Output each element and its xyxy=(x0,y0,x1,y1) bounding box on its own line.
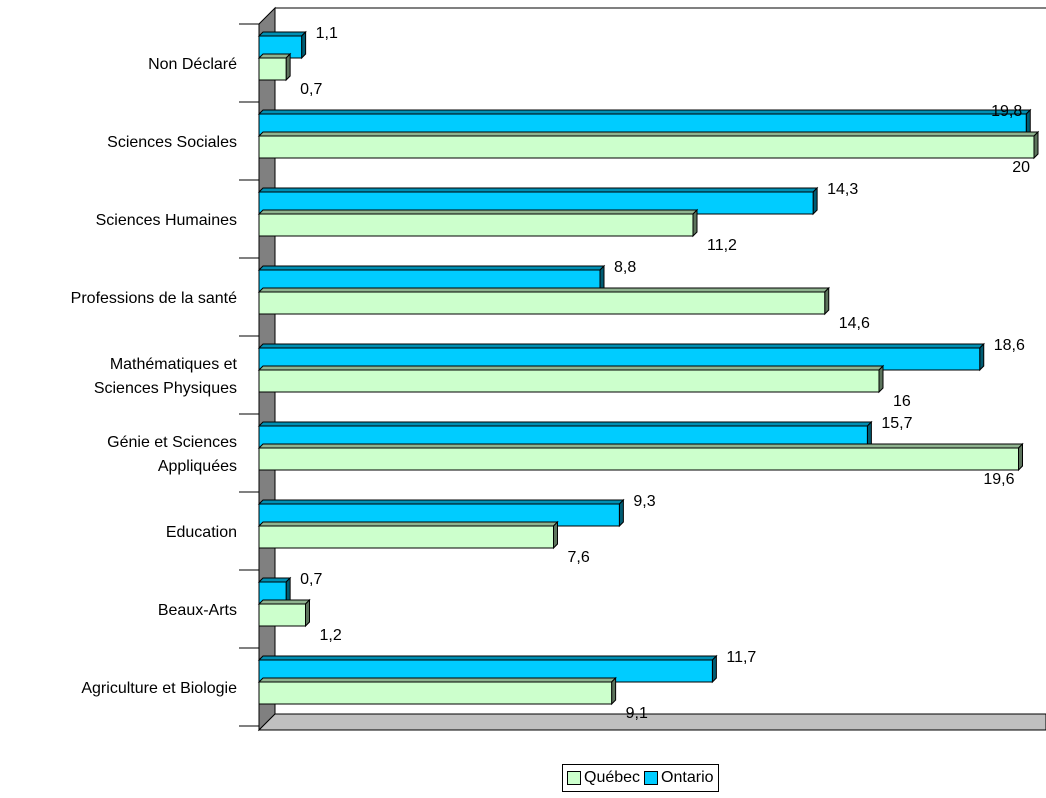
bar-side-quebec-professions-de-la-sante xyxy=(824,286,830,316)
bar-side-quebec-genie-et-sciences-appliquees xyxy=(1018,442,1023,472)
bar-side-quebec-mathematiques-et-sciences-physiques xyxy=(878,364,884,394)
data-label-quebec-mathematiques-et-sciences-physiques: 16 xyxy=(893,393,911,410)
bar-top-quebec-sciences-sociales xyxy=(257,131,1040,137)
bar-top-quebec-education xyxy=(257,521,559,527)
bar-side-quebec-non-declare xyxy=(285,52,291,82)
legend-swatch-ontario xyxy=(644,771,659,785)
bar-side-ontario-non-declare xyxy=(301,30,307,60)
chart-floor xyxy=(257,713,1046,731)
data-label-ontario-professions-de-la-sante: 8,8 xyxy=(614,259,636,276)
data-label-ontario-mathematiques-et-sciences-physiques: 18,6 xyxy=(994,337,1025,354)
bar-quebec-beaux-arts xyxy=(258,603,306,627)
category-label-genie-et-sciences-appliquees: Génie et Sciences Appliquées xyxy=(107,434,237,475)
bar-top-quebec-non-declare xyxy=(257,53,292,59)
bar-quebec-education xyxy=(258,525,554,549)
data-label-quebec-professions-de-la-sante: 14,6 xyxy=(839,315,870,332)
bar-top-ontario-education xyxy=(257,499,625,505)
data-label-ontario-non-declare: 1,1 xyxy=(316,25,338,42)
data-label-ontario-education: 9,3 xyxy=(633,493,655,510)
category-label-education: Education xyxy=(166,524,237,541)
data-label-ontario-beaux-arts: 0,7 xyxy=(300,571,322,588)
bar-top-ontario-genie-et-sciences-appliquees xyxy=(257,421,873,427)
bar-top-ontario-agriculture-et-biologie xyxy=(257,655,718,661)
category-label-beaux-arts: Beaux-Arts xyxy=(158,602,237,619)
legend-swatch-quebec xyxy=(567,771,581,785)
legend: Québec Ontario xyxy=(562,764,719,792)
bar-side-quebec-sciences-sociales xyxy=(1033,130,1039,160)
bar-top-quebec-beaux-arts xyxy=(257,599,311,605)
bar-side-ontario-mathematiques-et-sciences-physiques xyxy=(979,342,985,372)
bar-side-ontario-sciences-humaines xyxy=(812,186,818,216)
bar-quebec-sciences-humaines xyxy=(258,213,694,237)
bar-top-quebec-agriculture-et-biologie xyxy=(257,677,617,683)
bar-quebec-genie-et-sciences-appliquees xyxy=(258,447,1019,471)
data-label-quebec-education: 7,6 xyxy=(568,549,590,566)
bar-top-ontario-professions-de-la-sante xyxy=(257,265,606,271)
bar-side-quebec-agriculture-et-biologie xyxy=(611,676,617,706)
data-label-quebec-non-declare: 0,7 xyxy=(300,81,322,98)
bar-top-ontario-mathematiques-et-sciences-physiques xyxy=(257,343,985,349)
data-label-ontario-genie-et-sciences-appliquees: 15,7 xyxy=(881,415,912,432)
legend-label-ontario: Ontario xyxy=(661,769,714,786)
bar-side-quebec-sciences-humaines xyxy=(692,208,698,238)
category-label-sciences-humaines: Sciences Humaines xyxy=(96,212,237,229)
bar-top-ontario-non-declare xyxy=(257,31,307,37)
data-label-ontario-sciences-humaines: 14,3 xyxy=(827,181,858,198)
bar-quebec-professions-de-la-sante xyxy=(258,291,826,315)
data-label-ontario-agriculture-et-biologie: 11,7 xyxy=(726,649,756,666)
data-label-ontario-sciences-sociales: 19,8 xyxy=(991,103,1022,120)
bar-top-ontario-sciences-humaines xyxy=(257,187,819,193)
bar-side-ontario-agriculture-et-biologie xyxy=(711,654,717,684)
data-label-quebec-agriculture-et-biologie: 9,1 xyxy=(626,705,648,722)
legend-item-ontario: Ontario xyxy=(644,769,714,787)
bar-top-ontario-beaux-arts xyxy=(257,577,292,583)
data-label-quebec-genie-et-sciences-appliquees: 19,6 xyxy=(983,471,1014,488)
bar-quebec-agriculture-et-biologie xyxy=(258,681,613,705)
legend-item-quebec: Québec xyxy=(567,769,640,787)
category-label-sciences-sociales: Sciences Sociales xyxy=(107,134,237,151)
category-label-non-declare: Non Déclaré xyxy=(148,56,237,73)
data-label-quebec-beaux-arts: 1,2 xyxy=(320,627,342,644)
bar-side-quebec-beaux-arts xyxy=(305,598,310,628)
bar-quebec-non-declare xyxy=(258,57,287,81)
bar-quebec-sciences-sociales xyxy=(258,135,1035,159)
bar-side-ontario-education xyxy=(618,498,624,528)
bar-quebec-mathematiques-et-sciences-physiques xyxy=(258,369,880,393)
data-label-quebec-sciences-sociales: 20 xyxy=(1012,159,1030,176)
bar-side-quebec-education xyxy=(553,520,558,550)
bar-top-ontario-sciences-sociales xyxy=(257,109,1032,115)
category-label-mathematiques-et-sciences-physiques: Mathématiques et Sciences Physiques xyxy=(94,356,238,397)
data-label-quebec-sciences-humaines: 11,2 xyxy=(707,237,737,254)
bar-top-quebec-professions-de-la-sante xyxy=(257,287,830,293)
legend-label-quebec: Québec xyxy=(584,769,641,786)
bar-top-quebec-genie-et-sciences-appliquees xyxy=(257,443,1024,449)
category-label-agriculture-et-biologie: Agriculture et Biologie xyxy=(81,680,237,697)
category-label-professions-de-la-sante: Professions de la santé xyxy=(71,290,237,307)
bar-top-quebec-sciences-humaines xyxy=(257,209,699,215)
bar-top-quebec-mathematiques-et-sciences-physiques xyxy=(257,365,885,371)
